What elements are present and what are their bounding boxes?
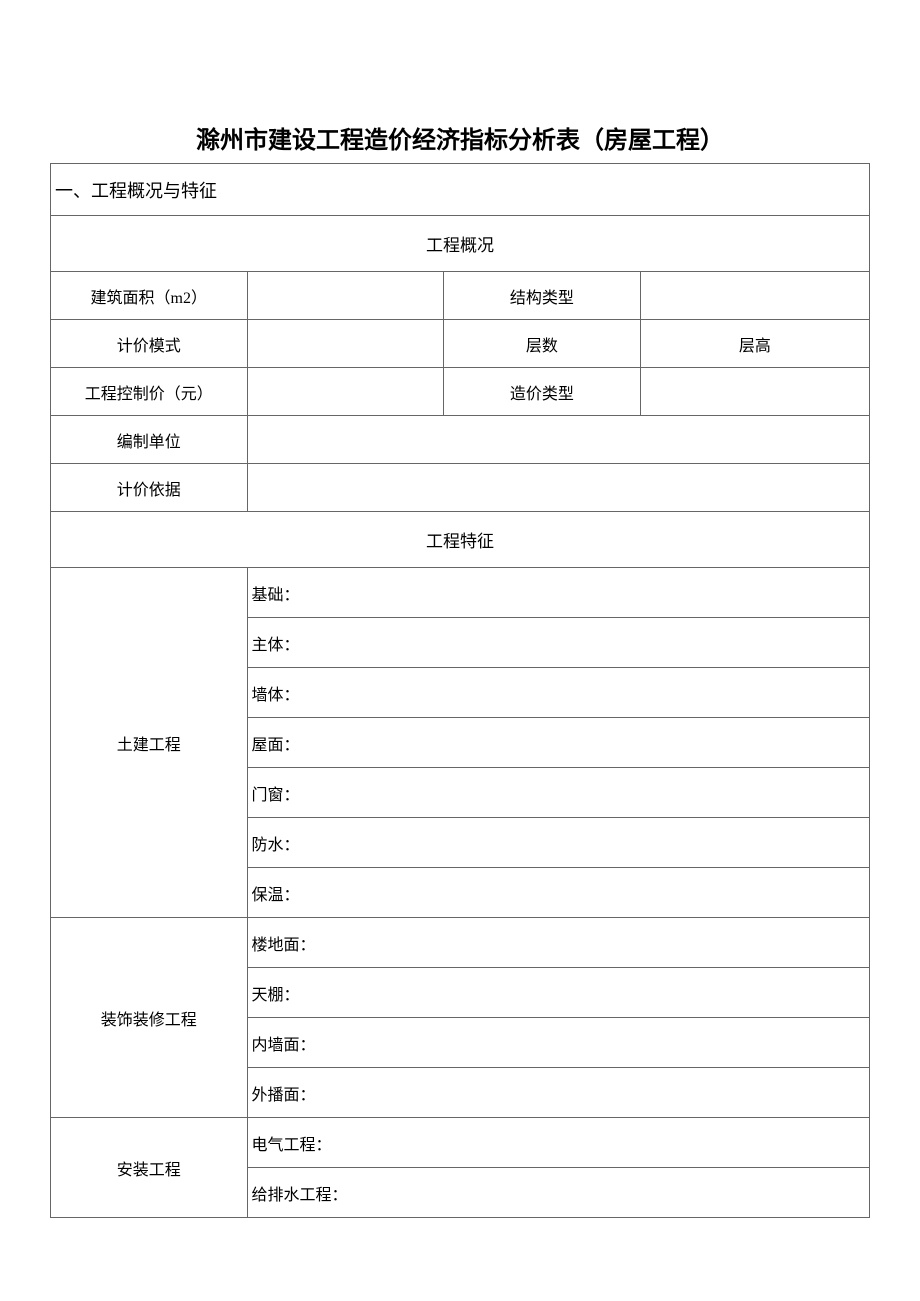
- decoration-label: 装饰装修工程: [51, 918, 248, 1118]
- control-price-label: 工程控制价（元）: [51, 368, 248, 416]
- pricing-basis-label: 计价依据: [51, 464, 248, 512]
- cost-type-label: 造价类型: [444, 368, 641, 416]
- civil-wall: 墙体：: [247, 668, 869, 718]
- floor-height-label: 层高: [640, 320, 869, 368]
- installation-plumbing: 给排水工程：: [247, 1168, 869, 1218]
- features-header: 工程特征: [51, 512, 870, 568]
- structure-type-value: [640, 272, 869, 320]
- building-area-label: 建筑面积（m2）: [51, 272, 248, 320]
- pricing-basis-value: [247, 464, 869, 512]
- civil-roof: 屋面：: [247, 718, 869, 768]
- structure-type-label: 结构类型: [444, 272, 641, 320]
- building-area-value: [247, 272, 444, 320]
- document-title: 滁州市建设工程造价经济指标分析表（房屋工程）: [50, 120, 870, 155]
- section-header: 一、工程概况与特征: [51, 164, 870, 216]
- overview-header: 工程概况: [51, 216, 870, 272]
- civil-waterproof: 防水：: [247, 818, 869, 868]
- civil-main-body: 主体：: [247, 618, 869, 668]
- civil-door-window: 门窗：: [247, 768, 869, 818]
- pricing-mode-value: [247, 320, 444, 368]
- pricing-mode-label: 计价模式: [51, 320, 248, 368]
- floors-label: 层数: [444, 320, 641, 368]
- decoration-outer-wall: 外播面：: [247, 1068, 869, 1118]
- civil-label: 土建工程: [51, 568, 248, 918]
- decoration-floor: 楼地面：: [247, 918, 869, 968]
- main-table: 一、工程概况与特征 工程概况 建筑面积（m2） 结构类型 计价模式 层数 层高 …: [50, 163, 870, 1218]
- cost-type-value: [640, 368, 869, 416]
- installation-electrical: 电气工程：: [247, 1118, 869, 1168]
- control-price-value: [247, 368, 444, 416]
- decoration-ceiling: 天棚：: [247, 968, 869, 1018]
- compile-unit-label: 编制单位: [51, 416, 248, 464]
- civil-foundation: 基础：: [247, 568, 869, 618]
- civil-insulation: 保温：: [247, 868, 869, 918]
- decoration-inner-wall: 内墙面：: [247, 1018, 869, 1068]
- compile-unit-value: [247, 416, 869, 464]
- installation-label: 安装工程: [51, 1118, 248, 1218]
